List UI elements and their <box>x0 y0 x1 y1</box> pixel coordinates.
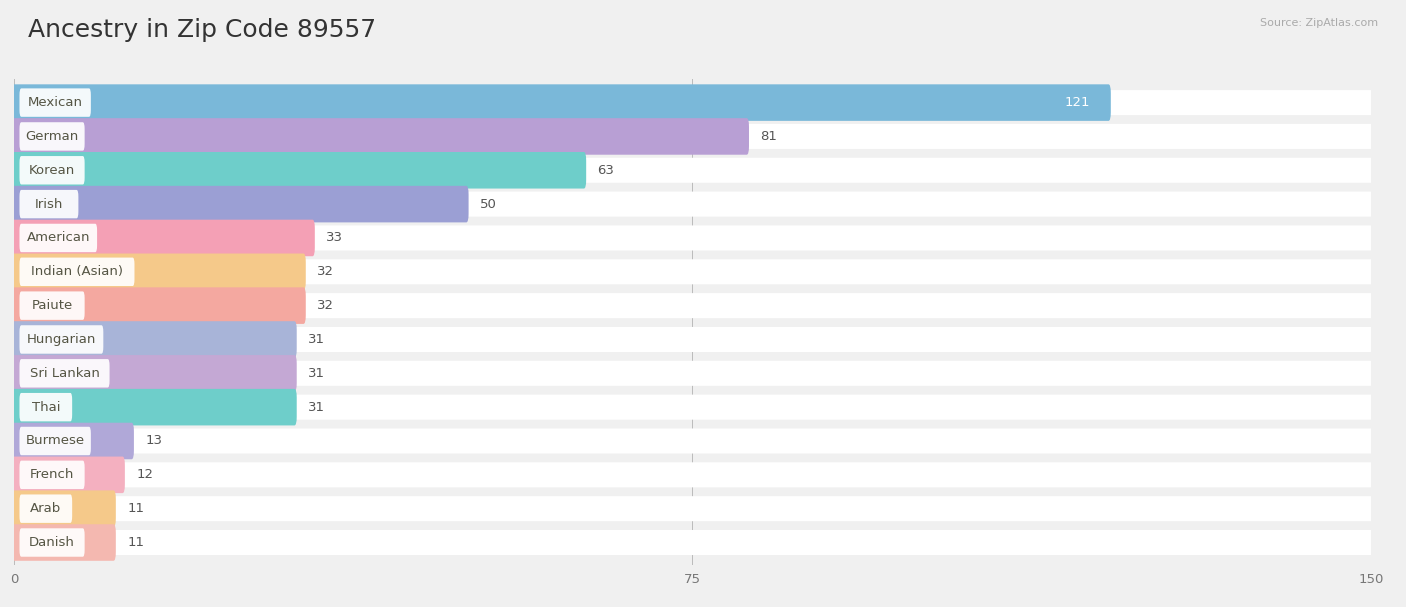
FancyBboxPatch shape <box>14 90 1371 115</box>
FancyBboxPatch shape <box>11 490 115 527</box>
Text: Mexican: Mexican <box>28 96 83 109</box>
FancyBboxPatch shape <box>11 524 115 561</box>
FancyBboxPatch shape <box>20 156 84 185</box>
Text: Paiute: Paiute <box>31 299 73 312</box>
Text: 31: 31 <box>308 367 325 380</box>
FancyBboxPatch shape <box>20 122 84 151</box>
FancyBboxPatch shape <box>14 361 1371 386</box>
Text: Hungarian: Hungarian <box>27 333 96 346</box>
FancyBboxPatch shape <box>20 257 135 286</box>
Text: Arab: Arab <box>30 502 62 515</box>
FancyBboxPatch shape <box>20 461 84 489</box>
FancyBboxPatch shape <box>20 325 103 354</box>
Text: Ancestry in Zip Code 89557: Ancestry in Zip Code 89557 <box>28 18 377 42</box>
FancyBboxPatch shape <box>11 254 305 290</box>
FancyBboxPatch shape <box>14 225 1371 251</box>
Text: 31: 31 <box>308 333 325 346</box>
FancyBboxPatch shape <box>11 118 749 155</box>
Text: Korean: Korean <box>30 164 75 177</box>
Text: 31: 31 <box>308 401 325 413</box>
FancyBboxPatch shape <box>14 429 1371 453</box>
FancyBboxPatch shape <box>20 393 72 421</box>
FancyBboxPatch shape <box>14 395 1371 419</box>
Text: 32: 32 <box>318 299 335 312</box>
FancyBboxPatch shape <box>20 89 91 117</box>
FancyBboxPatch shape <box>14 530 1371 555</box>
Text: 63: 63 <box>598 164 614 177</box>
FancyBboxPatch shape <box>14 158 1371 183</box>
FancyBboxPatch shape <box>20 528 84 557</box>
Text: 50: 50 <box>479 198 496 211</box>
FancyBboxPatch shape <box>11 321 297 358</box>
FancyBboxPatch shape <box>20 190 79 219</box>
FancyBboxPatch shape <box>14 496 1371 521</box>
Text: 13: 13 <box>145 435 162 447</box>
Text: Source: ZipAtlas.com: Source: ZipAtlas.com <box>1260 18 1378 28</box>
FancyBboxPatch shape <box>20 359 110 387</box>
FancyBboxPatch shape <box>11 389 297 426</box>
Text: Danish: Danish <box>30 536 75 549</box>
FancyBboxPatch shape <box>14 463 1371 487</box>
FancyBboxPatch shape <box>11 287 305 324</box>
Text: 81: 81 <box>761 130 778 143</box>
FancyBboxPatch shape <box>11 220 315 256</box>
FancyBboxPatch shape <box>11 355 297 392</box>
Text: Indian (Asian): Indian (Asian) <box>31 265 122 278</box>
FancyBboxPatch shape <box>11 422 134 459</box>
Text: 11: 11 <box>127 502 145 515</box>
Text: Sri Lankan: Sri Lankan <box>30 367 100 380</box>
FancyBboxPatch shape <box>11 456 125 493</box>
FancyBboxPatch shape <box>20 427 91 455</box>
FancyBboxPatch shape <box>11 186 468 222</box>
FancyBboxPatch shape <box>14 192 1371 217</box>
FancyBboxPatch shape <box>20 495 72 523</box>
Text: American: American <box>27 231 90 245</box>
FancyBboxPatch shape <box>20 224 97 252</box>
FancyBboxPatch shape <box>14 327 1371 352</box>
Text: 121: 121 <box>1064 96 1091 109</box>
Text: Burmese: Burmese <box>25 435 84 447</box>
Text: 11: 11 <box>127 536 145 549</box>
FancyBboxPatch shape <box>11 152 586 189</box>
FancyBboxPatch shape <box>20 291 84 320</box>
FancyBboxPatch shape <box>11 84 1111 121</box>
Text: Irish: Irish <box>35 198 63 211</box>
Text: French: French <box>30 469 75 481</box>
Text: 32: 32 <box>318 265 335 278</box>
Text: German: German <box>25 130 79 143</box>
Text: Thai: Thai <box>31 401 60 413</box>
FancyBboxPatch shape <box>14 293 1371 318</box>
FancyBboxPatch shape <box>14 259 1371 284</box>
Text: 12: 12 <box>136 469 153 481</box>
FancyBboxPatch shape <box>14 124 1371 149</box>
Text: 33: 33 <box>326 231 343 245</box>
